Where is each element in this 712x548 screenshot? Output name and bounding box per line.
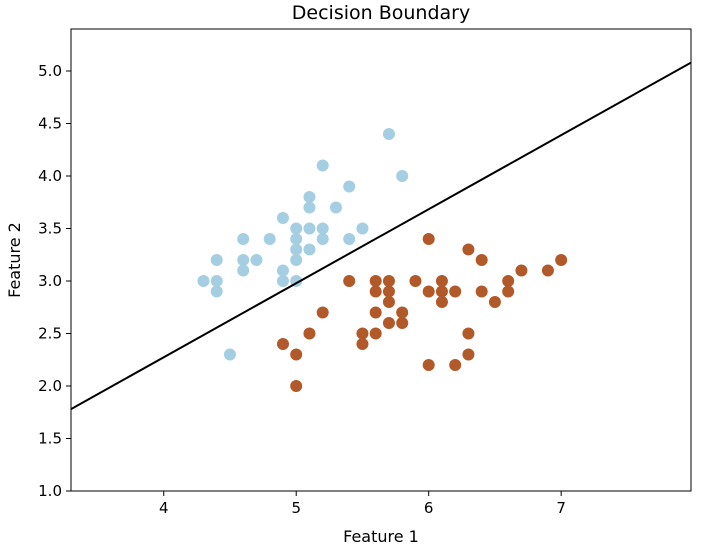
y-tick-label: 2.0 — [38, 377, 62, 395]
data-point-series-1 — [555, 254, 568, 266]
data-point-series-0 — [343, 180, 356, 193]
data-point-series-0 — [303, 191, 316, 203]
data-point-series-0 — [276, 264, 289, 277]
x-tick-label: 4 — [159, 499, 169, 517]
data-point-series-0 — [210, 285, 223, 298]
data-point-series-1 — [422, 233, 435, 245]
data-point-series-0 — [290, 254, 303, 266]
x-axis-label: Feature 1 — [343, 527, 419, 546]
data-point-series-0 — [316, 159, 329, 172]
data-point-series-0 — [223, 348, 236, 361]
data-point-series-1 — [475, 254, 488, 266]
data-point-series-0 — [303, 243, 316, 256]
data-point-series-0 — [396, 170, 409, 182]
plot-frame — [70, 28, 692, 492]
y-tick-label: 1.0 — [38, 482, 62, 500]
data-point-series-0 — [316, 222, 329, 235]
y-tick-label: 2.5 — [38, 325, 62, 343]
data-point-series-0 — [329, 201, 342, 214]
data-point-series-0 — [263, 233, 276, 245]
data-point-series-0 — [290, 233, 303, 245]
data-point-series-1 — [382, 275, 395, 287]
data-point-series-1 — [462, 327, 475, 340]
y-tick-label: 3.0 — [38, 272, 62, 290]
data-point-series-0 — [250, 254, 263, 266]
data-point-series-1 — [369, 327, 382, 340]
data-point-series-0 — [197, 275, 210, 287]
data-point-series-1 — [475, 285, 488, 298]
data-point-series-1 — [316, 306, 329, 319]
data-point-series-0 — [303, 222, 316, 235]
data-point-series-0 — [343, 233, 356, 245]
data-point-series-1 — [462, 243, 475, 256]
data-point-series-1 — [356, 327, 369, 340]
data-point-series-1 — [515, 264, 528, 277]
data-point-series-1 — [541, 264, 554, 277]
y-tick-label: 3.5 — [38, 220, 62, 238]
data-point-series-0 — [237, 233, 250, 245]
data-point-series-0 — [276, 212, 289, 224]
x-tick-label: 6 — [424, 499, 434, 517]
x-axis: 4 5 6 7 — [159, 491, 566, 517]
data-point-series-1 — [435, 275, 448, 287]
data-point-series-1 — [449, 359, 462, 371]
data-point-series-1 — [502, 285, 515, 298]
data-point-series-1 — [369, 306, 382, 319]
data-point-series-1 — [502, 275, 515, 287]
data-point-series-0 — [237, 264, 250, 277]
decision-boundary-line — [71, 61, 691, 410]
chart-title: Decision Boundary — [292, 2, 470, 24]
x-tick-label: 7 — [556, 499, 566, 517]
data-point-series-0 — [290, 243, 303, 256]
data-point-series-1 — [422, 285, 435, 298]
y-axis-label: Feature 2 — [5, 222, 24, 298]
data-point-series-1 — [488, 296, 501, 308]
data-point-series-1 — [382, 296, 395, 308]
data-point-series-1 — [462, 348, 475, 361]
data-point-series-1 — [303, 327, 316, 340]
plot-area — [70, 28, 692, 492]
data-point-series-0 — [290, 222, 303, 235]
data-point-series-1 — [435, 285, 448, 298]
data-point-series-0 — [276, 275, 289, 287]
data-point-series-1 — [343, 275, 356, 287]
data-point-series-1 — [382, 285, 395, 298]
data-point-series-1 — [276, 338, 289, 350]
data-point-series-1 — [369, 285, 382, 298]
data-point-series-0 — [237, 254, 250, 266]
data-point-series-1 — [356, 338, 369, 350]
y-tick-label: 4.5 — [38, 115, 62, 133]
y-axis: 1.0 1.5 2.0 2.5 3.0 3.5 4.0 4.5 5.0 — [38, 62, 71, 500]
data-point-series-1 — [396, 306, 409, 319]
data-point-series-0 — [356, 222, 369, 235]
data-point-series-0 — [210, 275, 223, 287]
data-point-series-0 — [316, 233, 329, 245]
data-point-series-0 — [210, 254, 223, 266]
data-point-series-1 — [435, 296, 448, 308]
data-point-series-1 — [396, 317, 409, 329]
data-point-series-0 — [382, 128, 395, 140]
y-tick-label: 4.0 — [38, 167, 62, 185]
data-point-series-1 — [409, 275, 422, 287]
data-point-series-1 — [290, 348, 303, 361]
data-point-series-1 — [422, 359, 435, 371]
y-tick-label: 5.0 — [38, 62, 62, 80]
data-point-series-1 — [369, 275, 382, 287]
data-point-series-1 — [290, 380, 303, 392]
data-point-series-1 — [449, 285, 462, 298]
data-point-series-0 — [303, 201, 316, 214]
x-tick-label: 5 — [291, 499, 301, 517]
data-point-series-1 — [382, 317, 395, 329]
y-tick-label: 1.5 — [38, 430, 62, 448]
